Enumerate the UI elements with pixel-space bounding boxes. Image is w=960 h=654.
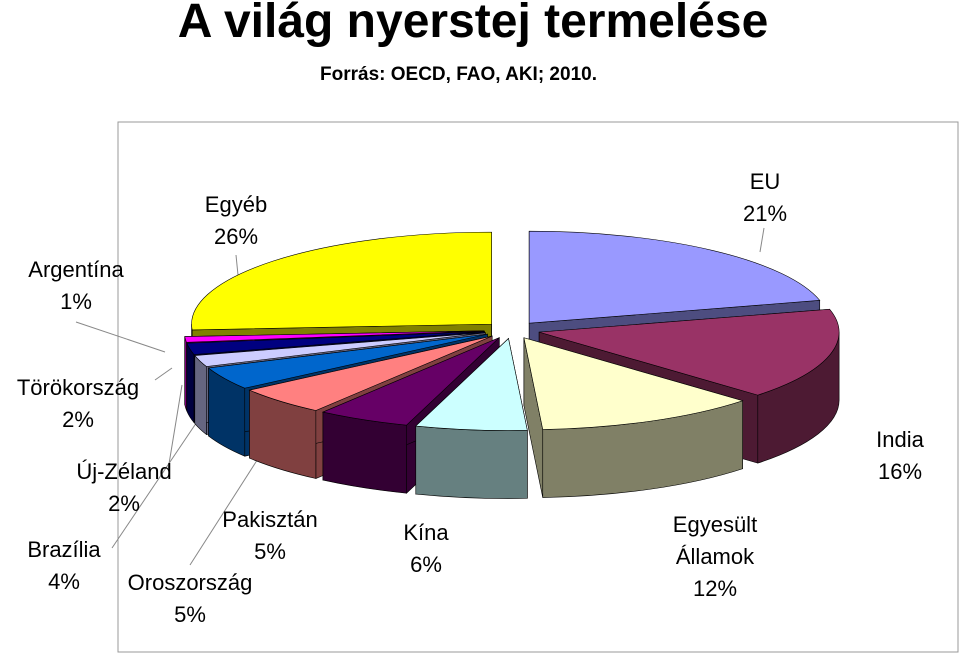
category-label: Egyéb	[204, 192, 268, 217]
value-label: 6%	[410, 552, 442, 577]
value-label: 21%	[742, 201, 788, 226]
value-label: 1%	[60, 289, 92, 314]
category-label: Oroszország	[127, 570, 253, 595]
value-label: 5%	[254, 539, 286, 564]
chart-title: A világ nyerstej termelése	[177, 0, 769, 48]
slice-wall	[322, 411, 407, 494]
pie	[184, 230, 840, 499]
category-label: Pakisztán	[222, 507, 318, 532]
slice	[184, 330, 485, 343]
slice-label: Brazília 4%	[14, 534, 114, 598]
slice	[539, 308, 840, 396]
category-label: India	[876, 427, 924, 452]
chart-subtitle: Forrás: OECD, FAO, AKI; 2010.	[320, 64, 597, 85]
slice-wall	[194, 354, 207, 436]
slice-label: Argentína 1%	[6, 254, 146, 318]
slice	[248, 335, 493, 411]
category-label: EU	[749, 169, 781, 194]
category-label: Egyesült Államok	[672, 512, 758, 569]
slice	[186, 331, 485, 355]
slice	[528, 230, 821, 324]
slice	[415, 337, 528, 431]
category-label: Új-Zéland	[76, 459, 172, 484]
slice-label: Kína 6%	[386, 517, 466, 581]
slice-label: Pakisztán 5%	[200, 504, 340, 568]
value-label: 12%	[692, 576, 738, 601]
value-label: 5%	[174, 602, 206, 627]
slice	[207, 333, 488, 389]
slice	[191, 231, 492, 331]
slice-label: India 16%	[850, 424, 950, 488]
leader-lines	[75, 227, 765, 566]
category-label: Argentína	[28, 257, 124, 282]
slice-label: Törökország 2%	[0, 372, 163, 436]
slice	[321, 337, 500, 426]
chart-border	[117, 121, 959, 653]
slice	[194, 332, 486, 367]
category-label: Brazília	[27, 537, 101, 562]
slice-wall	[186, 343, 195, 424]
value-label: 4%	[48, 569, 80, 594]
value-label: 26%	[213, 224, 259, 249]
category-label: Törökország	[16, 375, 140, 400]
slice-label: Egyéb 26%	[186, 189, 286, 253]
slice-label: EU 21%	[725, 166, 805, 230]
slice-label: Oroszország 5%	[100, 567, 280, 631]
slice-wall	[184, 336, 187, 411]
slice-label: Új-Zéland 2%	[59, 456, 189, 520]
value-label: 2%	[108, 491, 140, 516]
slice	[523, 337, 744, 430]
category-label: Kína	[403, 520, 449, 545]
value-label: 16%	[877, 459, 923, 484]
value-label: 2%	[62, 407, 94, 432]
slice-label: Egyesült Államok 12%	[650, 509, 780, 605]
slice-wall	[415, 425, 528, 499]
